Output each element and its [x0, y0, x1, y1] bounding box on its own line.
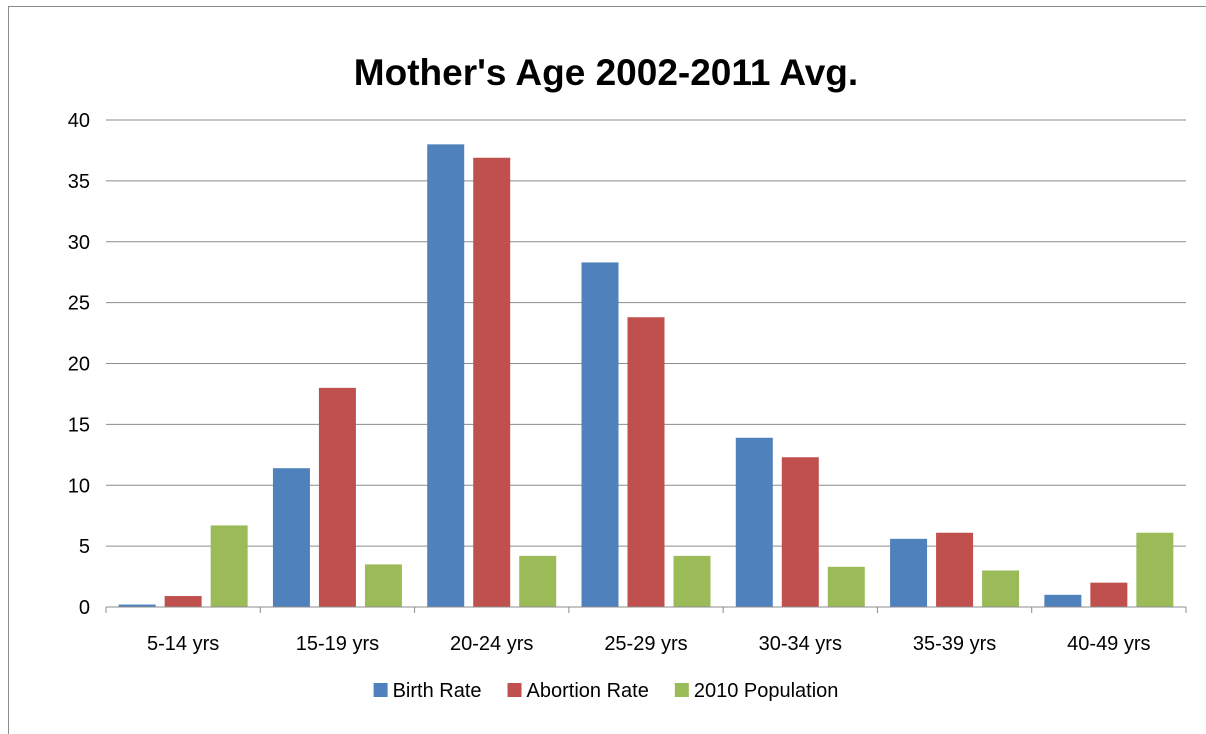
- bars: [118, 144, 1174, 607]
- chart-area: Mother's Age 2002-2011 Avg. 0 5 10 15 20 25 30…: [68, 52, 1187, 702]
- y-tick-label: 0: [79, 597, 90, 619]
- legend-swatch: [507, 683, 522, 697]
- bar-birth-rate-2: [427, 144, 465, 607]
- bar-birth-rate-5: [890, 538, 928, 607]
- bar-abortion-rate-0: [164, 596, 202, 607]
- x-tick-label: 20-24 yrs: [450, 633, 533, 655]
- bar-2010-population-1: [364, 564, 402, 607]
- bar-abortion-rate-5: [936, 532, 974, 607]
- chart-frame: Mother's Age 2002-2011 Avg. 0 5 10 15 20 25 30…: [8, 6, 1206, 734]
- y-tick-label: 10: [68, 475, 90, 497]
- bar-2010-population-4: [827, 566, 865, 607]
- x-tick-label: 35-39 yrs: [913, 633, 996, 655]
- bar-abortion-rate-1: [318, 387, 356, 607]
- x-tick-label: 15-19 yrs: [296, 633, 379, 655]
- legend-label: Abortion Rate: [527, 680, 649, 702]
- y-tick-label: 25: [68, 293, 90, 315]
- bar-birth-rate-0: [118, 604, 156, 607]
- bar-birth-rate-1: [272, 468, 310, 607]
- y-tick-label: 40: [68, 110, 90, 132]
- bar-2010-population-3: [673, 555, 711, 607]
- x-tick-label: 5-14 yrs: [147, 633, 219, 655]
- y-tick-label: 30: [68, 232, 90, 254]
- legend-label: 2010 Population: [694, 680, 839, 702]
- bar-2010-population-5: [982, 570, 1020, 607]
- bar-abortion-rate-2: [473, 157, 511, 607]
- bar-birth-rate-3: [581, 262, 619, 607]
- bar-abortion-rate-6: [1090, 582, 1128, 607]
- x-axis-tick-labels: 5-14 yrs 15-19 yrs 20-24 yrs 25-29 yrs 30-34…: [147, 633, 1151, 655]
- bar-abortion-rate-4: [781, 457, 819, 607]
- bar-2010-population-0: [210, 525, 248, 607]
- bar-birth-rate-4: [735, 437, 773, 607]
- x-tick-label: 40-49 yrs: [1067, 633, 1150, 655]
- x-tick-label: 25-29 yrs: [604, 633, 687, 655]
- legend-swatch: [373, 683, 388, 697]
- bar-2010-population-6: [1136, 532, 1174, 607]
- bar-abortion-rate-3: [627, 317, 665, 607]
- y-tick-label: 20: [68, 354, 90, 376]
- y-tick-label: 15: [68, 414, 90, 436]
- y-tick-label: 5: [79, 536, 90, 558]
- y-tick-label: 35: [68, 171, 90, 193]
- legend: Birth Rate Abortion Rate 2010 Population: [373, 680, 839, 702]
- bar-2010-population-2: [519, 555, 557, 607]
- legend-label: Birth Rate: [393, 680, 482, 702]
- chart-title: Mother's Age 2002-2011 Avg.: [354, 52, 858, 93]
- x-axis: [105, 606, 1187, 613]
- x-tick-label: 30-34 yrs: [759, 633, 842, 655]
- legend-swatch: [674, 683, 689, 697]
- y-axis-tick-labels: 0 5 10 15 20 25 30 35 40: [68, 110, 90, 619]
- bar-birth-rate-6: [1044, 594, 1082, 607]
